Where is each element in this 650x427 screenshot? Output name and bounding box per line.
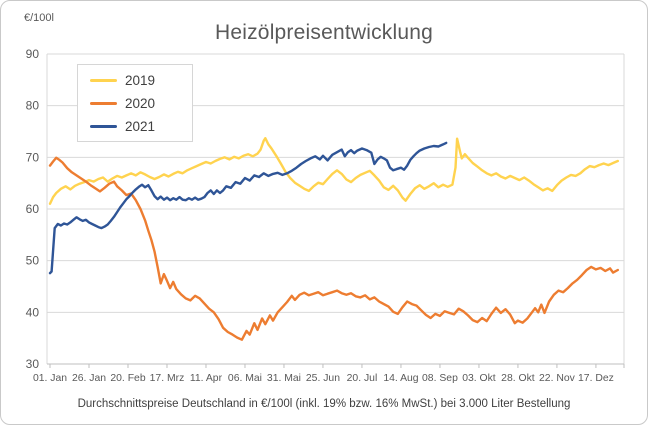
x-tick-label: 25. Jun xyxy=(306,373,340,384)
y-tick-label-80: 80 xyxy=(26,99,40,113)
y-tick-label-60: 60 xyxy=(26,202,40,216)
chart-title: Heizölpreisentwicklung xyxy=(215,21,433,44)
x-tick-label: 17. Mrz xyxy=(150,373,185,384)
legend-item-2019: 2019 xyxy=(90,72,182,88)
x-tick-label: 28. Okt xyxy=(501,373,535,384)
series-line-2020 xyxy=(48,156,619,341)
x-tick-label: 20. Feb xyxy=(110,373,145,384)
series-line-2021 xyxy=(48,141,448,275)
legend-swatch-2021 xyxy=(90,124,117,128)
x-tick-label: 26. Jan xyxy=(72,373,106,384)
legend-label-2020: 2020 xyxy=(125,95,156,111)
x-tick-label: 03. Okt xyxy=(462,373,496,384)
chart-footer-note: Durchschnittspreise Deutschland in €/100… xyxy=(77,398,571,410)
x-tick-label: 17. Dez xyxy=(578,373,614,384)
x-tick-label: 08. Sep xyxy=(422,373,458,384)
x-tick-label: 14. Aug xyxy=(383,373,418,384)
legend-swatch-2019 xyxy=(90,78,117,82)
x-tick-label: 20. Jul xyxy=(347,373,378,384)
legend-item-2021: 2021 xyxy=(90,118,182,134)
x-tick-label: 22. Nov xyxy=(539,373,576,384)
x-tick-label: 01. Jan xyxy=(33,373,67,384)
y-axis-unit-label: €/100l xyxy=(24,12,54,24)
x-tick-label: 06. Mai xyxy=(228,373,262,384)
x-tick-label: 11. Apr xyxy=(190,373,223,384)
y-tick-label-40: 40 xyxy=(26,305,40,319)
y-tick-label-50: 50 xyxy=(26,254,40,268)
y-tick-label-30: 30 xyxy=(26,357,40,371)
legend-item-2020: 2020 xyxy=(90,95,182,111)
y-tick-label-70: 70 xyxy=(26,150,40,164)
y-tick-label-90: 90 xyxy=(26,47,40,61)
legend-swatch-2020 xyxy=(90,101,117,105)
chart-legend: 2019 2020 2021 xyxy=(77,64,193,142)
series-line-2019 xyxy=(48,136,619,206)
legend-label-2021: 2021 xyxy=(125,118,156,134)
legend-label-2019: 2019 xyxy=(125,72,156,88)
x-tick-label: 31. Mai xyxy=(267,373,301,384)
